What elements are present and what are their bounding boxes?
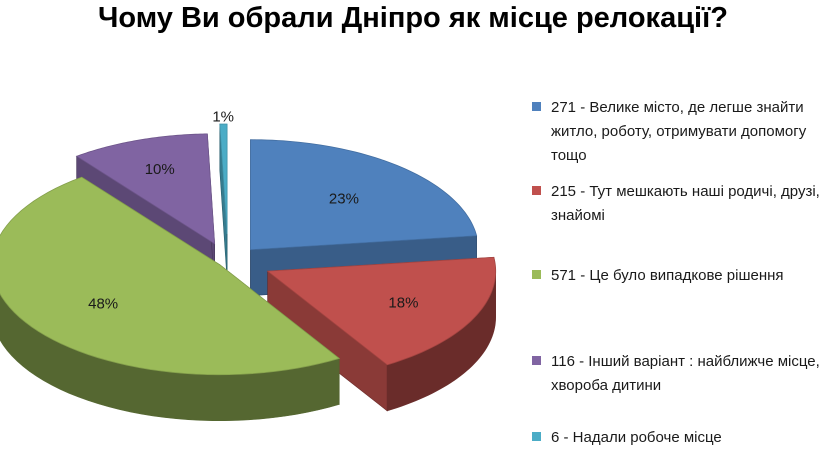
legend-swatch-4 xyxy=(532,356,541,365)
legend-label-1: 271 - Велике місто, де легше знайти житл… xyxy=(551,99,807,164)
legend-label-3: 571 - Це було випадкове рішення xyxy=(551,267,784,284)
legend-item-4: 116 - Інший варіант : найближче місце, х… xyxy=(532,350,822,398)
legend-swatch-1 xyxy=(532,102,541,111)
chart-title: Чому Ви обрали Дніпро як місце релокації… xyxy=(98,2,728,34)
legend-label-5: 6 - Надали робоче місце xyxy=(551,429,722,446)
pie-slice-5 xyxy=(219,123,228,281)
legend-swatch-5 xyxy=(532,432,541,441)
pie-slice-3 xyxy=(0,176,341,422)
slice-percent-label-1: 23% xyxy=(329,191,359,208)
slice-percent-label-5: 1% xyxy=(212,108,234,125)
pie-slice-2 xyxy=(266,256,497,412)
legend-label-2: 215 - Тут мешкають наші родичі, друзі, з… xyxy=(551,183,820,224)
legend-swatch-2 xyxy=(532,186,541,195)
legend-item-1: 271 - Велике місто, де легше знайти житл… xyxy=(532,96,822,168)
slice-percent-label-2: 18% xyxy=(388,295,418,312)
legend-label-4: 116 - Інший варіант : найближче місце, х… xyxy=(551,353,820,394)
legend-item-3: 571 - Це було випадкове рішення xyxy=(532,264,822,288)
legend-swatch-3 xyxy=(532,270,541,279)
slice-percent-label-4: 10% xyxy=(145,161,175,178)
legend-item-5: 6 - Надали робоче місце xyxy=(532,426,822,450)
legend-item-2: 215 - Тут мешкають наші родичі, друзі, з… xyxy=(532,180,822,228)
slice-percent-label-3: 48% xyxy=(88,295,118,312)
